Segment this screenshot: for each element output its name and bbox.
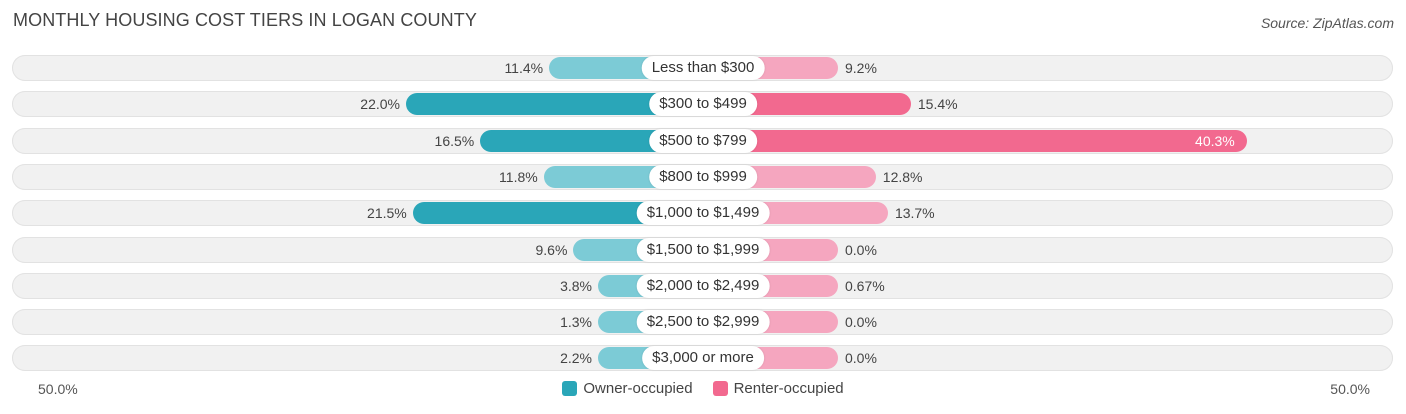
category-label: Less than $300 xyxy=(641,56,765,80)
chart-title: MONTHLY HOUSING COST TIERS IN LOGAN COUN… xyxy=(13,10,477,30)
category-label: $800 to $999 xyxy=(649,164,757,189)
category-label: $300 to $499 xyxy=(649,92,757,117)
value-label-renter: 0.0% xyxy=(845,314,877,331)
value-label-owner: 1.3% xyxy=(560,314,592,331)
source-note: Source: ZipAtlas.com xyxy=(1260,15,1394,31)
category-label: $1,500 to $1,999 xyxy=(636,237,770,262)
value-label-renter: 0.0% xyxy=(845,241,877,258)
legend-item-renter: Renter-occupied xyxy=(712,380,844,397)
value-label-owner: 3.8% xyxy=(560,277,592,294)
value-label-owner: 22.0% xyxy=(360,96,400,113)
category-label: $2,500 to $2,999 xyxy=(636,310,770,335)
category-label: $3,000 or more xyxy=(642,346,764,371)
value-label-renter: 13.7% xyxy=(894,205,935,222)
category-label: $500 to $799 xyxy=(649,128,757,153)
value-label-renter: 15.4% xyxy=(917,96,958,113)
bar-owner-occupied xyxy=(412,202,703,225)
legend-item-owner: Owner-occupied xyxy=(562,380,693,397)
value-label-owner: 11.8% xyxy=(499,168,538,185)
value-label-renter: 40.3% xyxy=(1195,132,1235,149)
bar-owner-occupied xyxy=(406,93,703,116)
legend-label-owner: Owner-occupied xyxy=(583,380,693,397)
value-label-owner: 2.2% xyxy=(560,350,592,367)
legend-swatch-owner xyxy=(562,381,578,396)
legend-label-renter: Renter-occupied xyxy=(733,380,844,397)
axis-label-left: 50.0% xyxy=(38,381,78,397)
value-label-renter: 0.0% xyxy=(845,350,877,367)
legend: Owner-occupied Renter-occupied xyxy=(0,380,1406,397)
value-label-renter: 12.8% xyxy=(882,168,923,185)
axis-label-right: 50.0% xyxy=(1330,381,1370,397)
value-label-owner: 16.5% xyxy=(434,132,475,149)
bar-owner-occupied xyxy=(480,129,703,152)
bar-renter-occupied xyxy=(703,129,1248,152)
value-label-owner: 21.5% xyxy=(367,205,407,222)
legend-swatch-renter xyxy=(712,381,728,396)
value-label-renter: 0.67% xyxy=(845,277,885,294)
category-label: $1,000 to $1,499 xyxy=(636,201,770,226)
category-label: $2,000 to $2,499 xyxy=(636,273,770,298)
value-label-owner: 9.6% xyxy=(535,241,568,258)
value-label-renter: 9.2% xyxy=(845,60,877,76)
value-label-owner: 11.4% xyxy=(504,60,544,76)
